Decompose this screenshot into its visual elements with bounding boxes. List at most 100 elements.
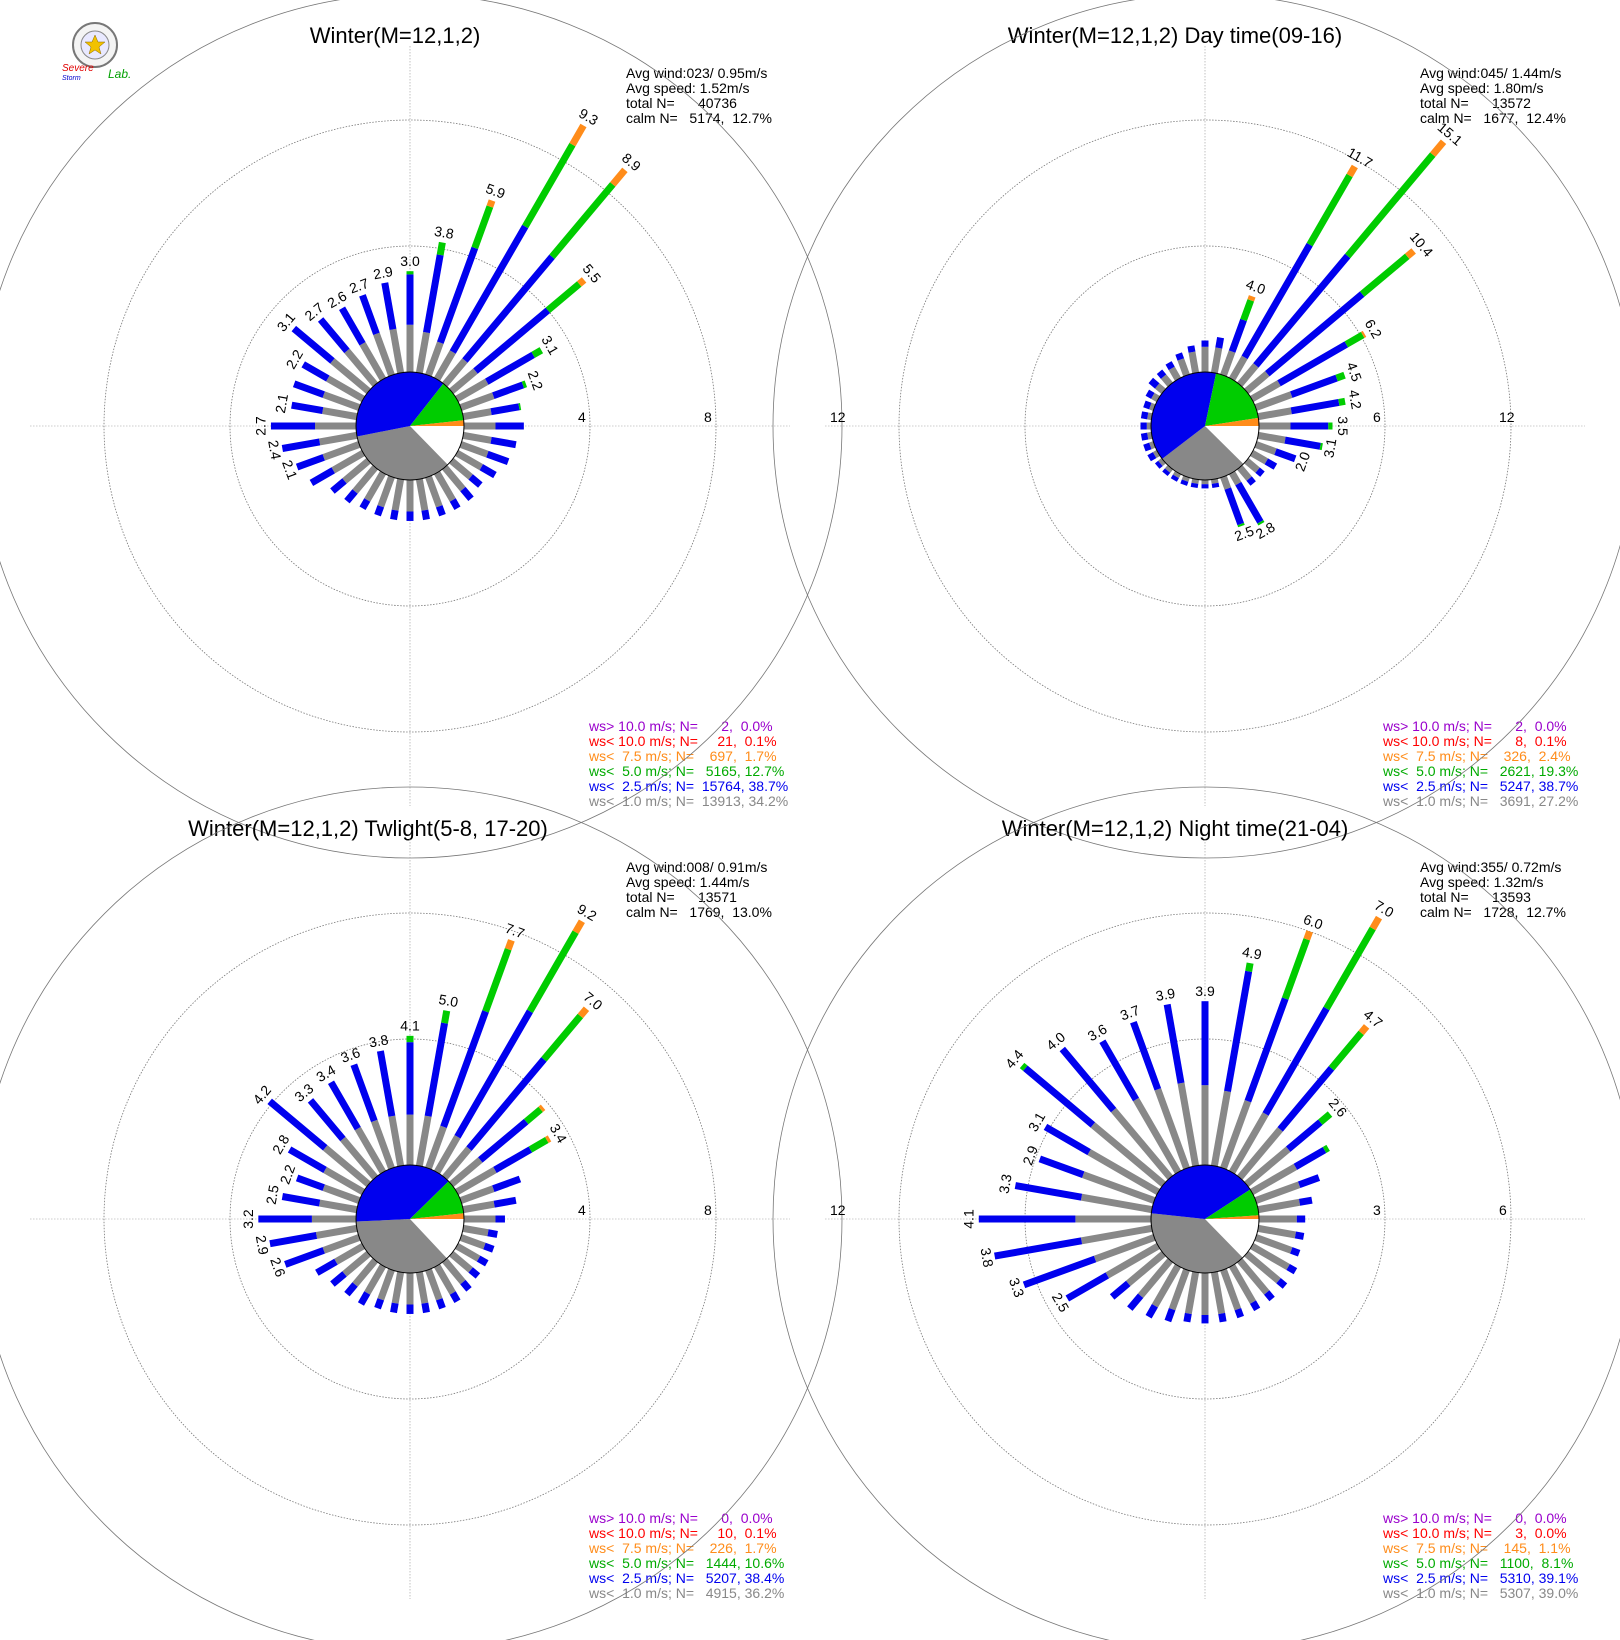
bar-segment-c1 [322, 1145, 371, 1187]
sector-bar [1244, 248, 1416, 394]
sector-bar [406, 480, 414, 521]
bar-segment-c1 [1259, 1215, 1297, 1223]
sector-bar [357, 1264, 387, 1306]
sector-bar [1183, 1271, 1200, 1323]
bar-segment-c2 [1297, 1174, 1321, 1189]
info-avg-wind: Avg wind:023/ 0.95m/s [626, 65, 767, 81]
bar-segment-c2 [1038, 1155, 1085, 1178]
bar-segment-c1 [1237, 465, 1252, 481]
grid-ring [229, 245, 591, 607]
sector-label: 2.5 [1232, 522, 1256, 544]
bar-segment-c2 [376, 1050, 396, 1117]
bar-segment-c2 [1235, 481, 1264, 524]
info-calm-n: calm N= 1728, 12.7% [1420, 904, 1566, 920]
sector-label: 3.8 [977, 1246, 996, 1268]
bar-segment-c2 [269, 1232, 318, 1248]
sector-bar [1162, 465, 1173, 477]
bar-segment-c1 [315, 422, 357, 430]
legend-entry-ws-gt-10: ws> 10.0 m/s; N= 0, 0.0% [588, 1510, 773, 1526]
bar-segment-c3 [523, 1106, 543, 1125]
bar-segment-c1 [1244, 1146, 1291, 1187]
sector-label: 6.0 [1301, 911, 1325, 933]
panel-title: Winter(M=12,1,2) Twlight(5-8, 17-20) [188, 816, 548, 841]
sector-bar [1165, 361, 1182, 381]
sector-bar [1201, 1273, 1209, 1324]
sector-bar [464, 422, 524, 430]
bar-segment-c2 [460, 486, 474, 501]
bar-segment-c1 [334, 1242, 365, 1265]
bar-segment-c2 [359, 294, 380, 336]
sector-label: 4.0 [1244, 276, 1268, 298]
panel-title: Winter(M=12,1,2) Night time(21-04) [1002, 816, 1349, 841]
grid-ring [103, 912, 717, 1526]
bar-segment-c2 [493, 1146, 533, 1173]
sector-bar [1220, 475, 1245, 528]
bar-segment-c1 [442, 1258, 466, 1285]
bar-segment-c1 [1201, 1085, 1209, 1165]
bar-segment-c2 [437, 246, 479, 344]
bar-segment-c2 [1065, 1272, 1110, 1302]
legend-entry-ws-lt-5: ws< 5.0 m/s; N= 1100, 8.1% [1382, 1555, 1573, 1571]
info-avg-speed: Avg speed: 1.32m/s [1420, 874, 1543, 890]
sector-bar [415, 1271, 430, 1314]
sector-bar [390, 478, 405, 521]
bar-segment-c1 [406, 480, 414, 512]
sector-bar [449, 1104, 546, 1187]
bar-segment-c1 [449, 1251, 473, 1273]
bar-segment-c1 [1228, 1264, 1257, 1304]
bar-segment-c2 [478, 1118, 529, 1163]
bar-segment-c1 [359, 342, 387, 381]
bar-segment-c2 [1170, 474, 1179, 482]
bar-segment-c2 [344, 489, 358, 504]
bar-segment-c1 [352, 1258, 378, 1287]
bar-segment-c1 [425, 1125, 447, 1170]
bar-segment-c2 [435, 1298, 446, 1310]
bar-segment-c1 [425, 475, 443, 508]
bar-segment-c2 [454, 1009, 533, 1139]
bar-segment-c1 [433, 1264, 456, 1295]
bar-segment-c1 [455, 1242, 481, 1262]
bar-segment-c2 [317, 317, 350, 354]
calm-pie-slice [356, 1219, 447, 1273]
bar-segment-c2 [344, 1282, 358, 1297]
calm-pie-slice [1151, 1213, 1243, 1273]
sector-label: 4.9 [1241, 943, 1263, 962]
wind-rose-panel: Winter(M=12,1,2) Night time(21-04) Avg w… [772, 786, 1620, 1640]
legend-entry-ws-gt-10: ws> 10.0 m/s; N= 0, 0.0% [1382, 1510, 1567, 1526]
bar-segment-c1 [433, 471, 456, 502]
bar-segment-c3 [1328, 1030, 1364, 1071]
bar-segment-c4 [569, 123, 587, 147]
sector-bar [464, 1215, 505, 1223]
legend-entry-ws-lt-5: ws< 5.0 m/s; N= 1444, 10.6% [588, 1555, 784, 1571]
bar-segment-c2 [449, 1291, 461, 1303]
sector-bar [425, 475, 446, 517]
bar-segment-c2 [330, 478, 347, 494]
bar-segment-c4 [545, 1135, 552, 1144]
bar-segment-c1 [415, 331, 430, 374]
bar-segment-c2 [1246, 476, 1256, 486]
bar-segment-c2 [1145, 1304, 1158, 1319]
bar-segment-c2 [1262, 1006, 1330, 1116]
bar-segment-c3 [1322, 1144, 1330, 1154]
bar-segment-c1 [323, 1166, 365, 1196]
logo-text-lab: Lab. [108, 67, 131, 81]
sector-bar [1163, 1003, 1200, 1167]
bar-segment-c2 [374, 505, 385, 517]
calm-pie-slice [356, 372, 444, 437]
grid-ring [898, 119, 1512, 733]
legend-entry-ws-lt-7-5: ws< 7.5 m/s; N= 326, 2.4% [1382, 748, 1571, 764]
bar-segment-c1 [455, 378, 489, 403]
bar-segment-c1 [1137, 1258, 1173, 1299]
bar-segment-c1 [326, 375, 365, 403]
wind-rose-panel: Winter(M=12,1,2) Day time(09-16) Avg win… [772, 0, 1620, 859]
bar-segment-c1 [425, 341, 444, 377]
bar-segment-c1 [415, 478, 429, 511]
bar-segment-c2 [490, 403, 520, 416]
bar-segment-c3 [549, 182, 616, 259]
bar-segment-c2 [462, 254, 555, 363]
bar-segment-c2 [1284, 436, 1321, 450]
sector-bar [258, 1215, 356, 1223]
sector-bar [292, 380, 361, 411]
bar-segment-c1 [1228, 355, 1248, 381]
bar-segment-c1 [1132, 1097, 1182, 1174]
